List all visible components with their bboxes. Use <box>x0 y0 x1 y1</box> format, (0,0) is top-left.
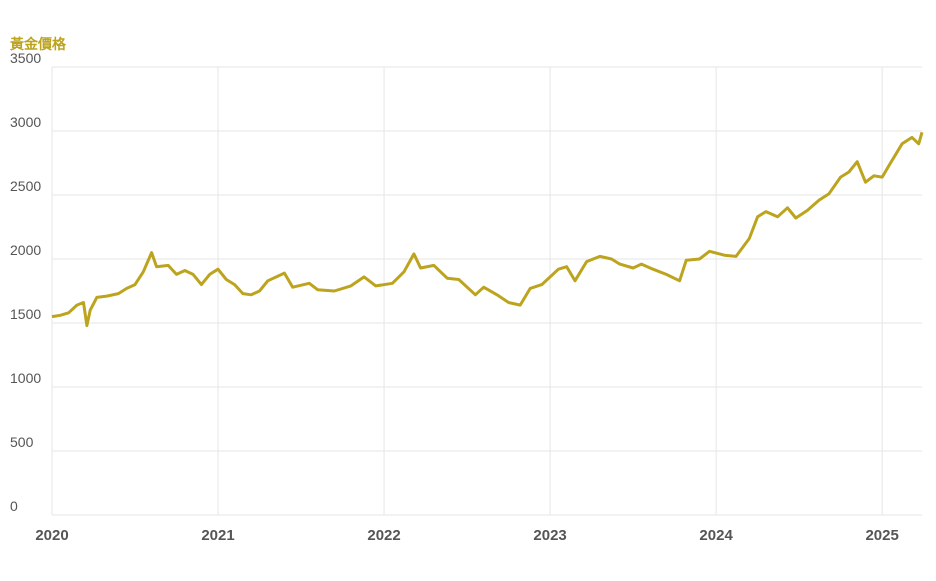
y-tick-label: 0 <box>10 498 18 514</box>
y-tick-label: 2000 <box>10 242 41 258</box>
y-tick-label: 3500 <box>10 50 41 66</box>
y-tick-label: 1000 <box>10 370 41 386</box>
y-tick-label: 2500 <box>10 178 41 194</box>
x-tick-label: 2022 <box>367 527 400 544</box>
x-tick-label: 2021 <box>201 527 234 544</box>
x-tick-label: 2020 <box>35 527 68 544</box>
y-tick-label: 3000 <box>10 114 41 130</box>
y-tick-label: 1500 <box>10 306 41 322</box>
price-line <box>51 131 924 328</box>
x-tick-label: 2023 <box>533 527 566 544</box>
y-tick-label: 500 <box>10 434 34 450</box>
x-tick-label: 2024 <box>699 527 733 544</box>
x-tick-label: 2025 <box>865 527 898 544</box>
y-axis-label: 黃金價格 <box>9 36 67 52</box>
